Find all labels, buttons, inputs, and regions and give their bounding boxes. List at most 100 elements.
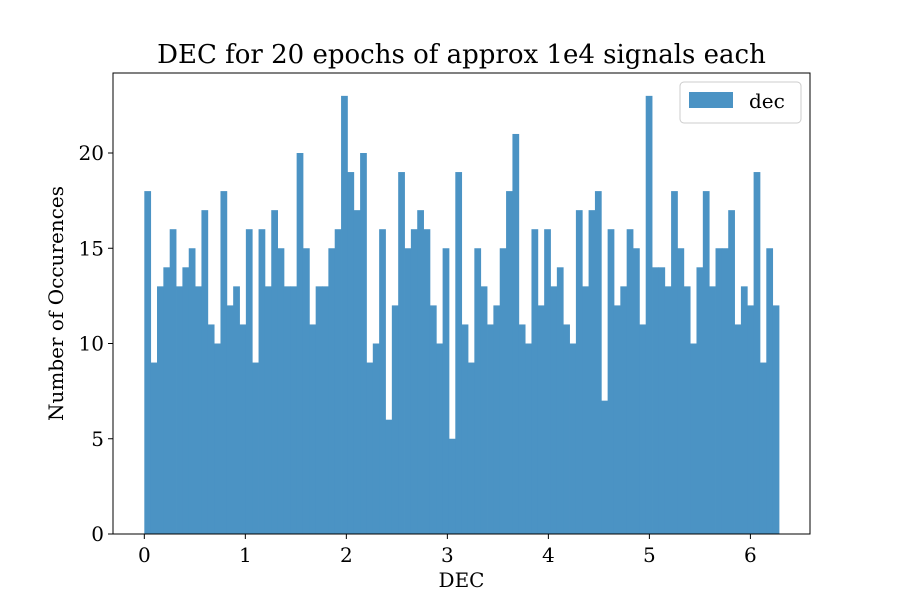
histogram-bar xyxy=(398,172,405,534)
histogram-bar xyxy=(245,229,253,534)
chart-title: DEC for 20 epochs of approx 1e4 signals … xyxy=(157,40,766,70)
legend-swatch-dec xyxy=(689,92,733,108)
legend-label-dec: dec xyxy=(749,89,785,113)
histogram-bar xyxy=(207,324,215,534)
histogram-bar xyxy=(455,172,463,534)
histogram-bar xyxy=(239,324,247,534)
histogram-bar xyxy=(740,286,748,534)
histogram-bar xyxy=(220,191,228,535)
histogram-bar xyxy=(753,172,761,534)
histogram-bar xyxy=(366,362,374,534)
histogram-bar xyxy=(226,305,234,534)
histogram-bar xyxy=(728,210,735,534)
histogram-bar xyxy=(309,324,317,534)
histogram-bar xyxy=(677,248,685,534)
x-axis-ticks: 0 1 2 3 4 5 6 xyxy=(138,534,757,567)
histogram-bar xyxy=(214,343,221,534)
histogram-bar xyxy=(195,286,202,534)
histogram-bar xyxy=(315,286,323,534)
histogram-bar xyxy=(379,229,386,534)
histogram-bar xyxy=(258,229,266,534)
histogram-bar xyxy=(372,343,380,534)
histogram-bar xyxy=(569,343,577,534)
histogram-bar xyxy=(296,153,304,534)
x-tick-label: 4 xyxy=(542,543,555,567)
y-tick-label: 10 xyxy=(79,332,104,356)
x-tick-label: 2 xyxy=(340,543,353,567)
histogram-bar xyxy=(518,324,526,534)
histogram-bar xyxy=(474,248,482,534)
axes-frame xyxy=(112,72,811,535)
histogram-bar xyxy=(429,305,437,534)
histogram-bar xyxy=(410,229,418,534)
x-tick-label: 0 xyxy=(138,543,151,567)
histogram-bar xyxy=(163,267,171,534)
histogram-bar xyxy=(550,286,558,534)
histogram-bar xyxy=(633,248,640,534)
histogram-bar xyxy=(582,286,589,534)
histogram-bar xyxy=(360,153,367,534)
histogram-bar xyxy=(322,286,329,534)
histogram-bar xyxy=(512,133,520,534)
histogram-bar xyxy=(417,210,424,534)
histogram-bar xyxy=(544,229,551,534)
histogram-bar xyxy=(290,286,298,534)
histogram-bar xyxy=(347,172,355,534)
histogram-bar xyxy=(385,419,393,534)
histogram-bar xyxy=(341,95,348,535)
histogram-bar xyxy=(747,305,755,534)
histogram-bar xyxy=(537,305,545,534)
histogram-bar xyxy=(176,286,183,534)
histogram-bar xyxy=(594,191,602,535)
histogram-bar xyxy=(709,286,716,534)
legend: dec xyxy=(679,81,802,124)
histogram-bar xyxy=(188,248,196,534)
histogram-bar xyxy=(334,229,342,534)
y-axis-label: Number of Occurences xyxy=(44,186,68,421)
histogram-bar xyxy=(467,362,475,534)
histogram-bar xyxy=(607,229,615,534)
histogram-bar xyxy=(588,210,596,534)
histogram-bar xyxy=(442,248,450,534)
histogram-bar xyxy=(639,324,647,534)
histogram-bar xyxy=(531,229,539,534)
histogram-bar xyxy=(150,362,158,534)
histogram-bar xyxy=(328,248,336,534)
y-axis-ticks: 0 5 10 15 20 xyxy=(79,141,113,546)
histogram-bar xyxy=(436,343,444,534)
x-tick-label: 6 xyxy=(744,543,757,567)
histogram-bar xyxy=(613,305,621,534)
histogram-bar xyxy=(277,248,285,534)
histogram-bar xyxy=(721,248,729,534)
histogram-bar xyxy=(645,95,653,535)
histogram-bar xyxy=(201,210,209,534)
histogram-bar xyxy=(766,248,774,534)
histogram-bar xyxy=(493,305,501,534)
histogram-bar xyxy=(233,286,240,534)
histogram-bar xyxy=(702,191,710,535)
histogram-bar xyxy=(620,286,628,534)
histogram-bar xyxy=(302,248,310,534)
histogram-bar xyxy=(664,286,672,534)
histogram-bar xyxy=(658,267,666,534)
y-tick-label: 15 xyxy=(79,236,104,260)
histogram-bar xyxy=(423,229,431,534)
histogram-bar xyxy=(461,324,469,534)
histogram-bar xyxy=(404,248,412,534)
histogram-bar xyxy=(448,438,456,534)
x-tick-label: 3 xyxy=(441,543,454,567)
histogram-bar xyxy=(391,305,399,534)
x-axis-label: DEC xyxy=(439,568,485,592)
y-tick-label: 0 xyxy=(91,522,104,546)
histogram-bar xyxy=(652,267,659,534)
histogram-bar xyxy=(480,286,488,534)
histogram-bar xyxy=(252,362,259,534)
histogram-bar xyxy=(506,191,513,535)
histogram-bar xyxy=(601,400,609,534)
histogram-bar xyxy=(772,305,780,534)
histogram-bar xyxy=(144,191,152,535)
histogram-bar xyxy=(353,210,361,534)
histogram-bar xyxy=(556,267,564,534)
histogram-bar xyxy=(182,267,190,534)
